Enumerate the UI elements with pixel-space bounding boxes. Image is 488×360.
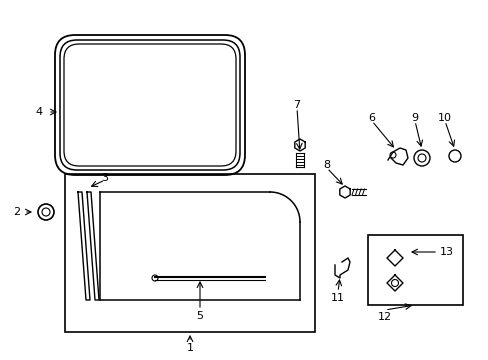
Text: 10: 10 [437,113,451,123]
Text: 6: 6 [368,113,375,123]
Text: 5: 5 [196,311,203,321]
Text: 2: 2 [13,207,20,217]
Text: 11: 11 [330,293,345,303]
Text: 4: 4 [36,107,43,117]
Text: 3: 3 [102,173,108,183]
Bar [367,235,462,305]
Bar [65,174,314,332]
Text: 12: 12 [377,312,391,322]
Text: 9: 9 [410,113,418,123]
Text: 8: 8 [323,160,330,170]
Text: 13: 13 [439,247,453,257]
Text: 1: 1 [186,343,193,353]
Text: 7: 7 [293,100,300,110]
